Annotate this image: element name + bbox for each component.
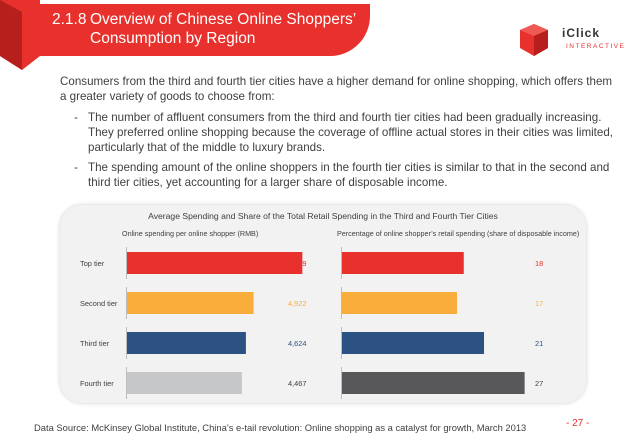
data-source: Data Source: McKinsey Global Institute, …	[34, 422, 527, 433]
header: 2.1.8 Overview of Chinese Online Shoppers…	[0, 0, 638, 70]
iclick-logo-icon	[520, 24, 548, 56]
bar	[127, 252, 303, 274]
title-line-1: Overview of Chinese Online Shoppers’	[90, 11, 357, 28]
category-label: Fourth tier	[80, 379, 114, 388]
data-label: 18	[535, 259, 543, 268]
bullet-item: The number of affluent consumers from th…	[74, 110, 622, 155]
category-label: Top tier	[80, 259, 105, 268]
bar	[342, 332, 485, 354]
page-title: 2.1.8 Overview of Chinese Online Shoppers…	[52, 10, 356, 48]
bar	[127, 332, 246, 354]
bar	[342, 292, 457, 314]
left-series-header: Online spending per online shopper (RMB)	[122, 229, 258, 238]
chart-title: Average Spending and Share of the Total …	[148, 211, 498, 221]
section-number: 2.1.8	[52, 11, 87, 28]
title-bar	[40, 4, 370, 56]
title-line-2: Consumption by Region	[90, 30, 256, 47]
bullet-list: The number of affluent consumers from th…	[74, 110, 622, 195]
chart-panel: Average Spending and Share of the Total …	[60, 205, 586, 403]
corner-decoration	[0, 0, 40, 70]
bar	[127, 372, 242, 394]
right-series-header: Percentage of online shopper’s retail sp…	[337, 229, 579, 238]
data-label: 4,624	[288, 339, 307, 348]
category-label: Third tier	[80, 339, 110, 348]
bar	[342, 372, 525, 394]
data-label: 17	[535, 299, 543, 308]
bullet-item: The spending amount of the online shoppe…	[74, 160, 622, 190]
intro-text: Consumers from the third and fourth tier…	[60, 75, 613, 103]
bar	[342, 252, 464, 274]
data-label: 4,467	[288, 379, 307, 388]
data-label: 21	[535, 339, 543, 348]
logo-text: iClick	[562, 26, 601, 40]
data-label: 27	[535, 379, 543, 388]
page-number: - 27 -	[566, 418, 590, 429]
logo-subtext: INTERACTIVE	[566, 43, 626, 50]
category-label: Second tier	[80, 299, 118, 308]
data-label: 4,922	[288, 299, 307, 308]
data-label: 6,819	[288, 259, 307, 268]
chart: Average Spending and Share of the Total …	[80, 211, 579, 399]
bar	[127, 292, 254, 314]
